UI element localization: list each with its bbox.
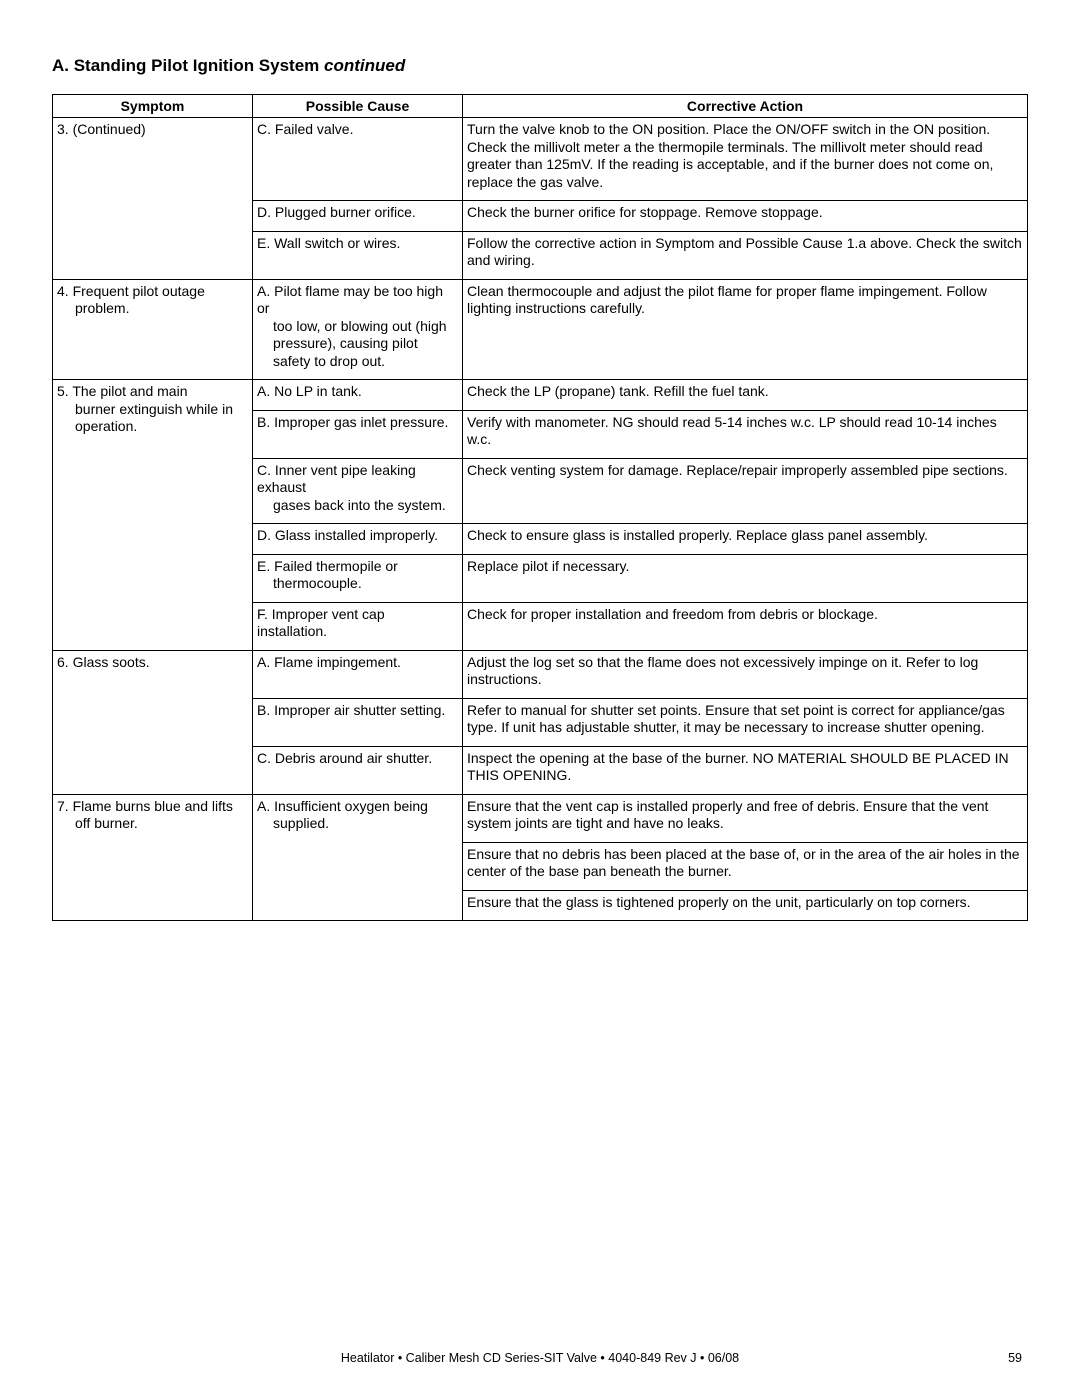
action-cell: Check venting system for damage. Replace…: [463, 458, 1028, 524]
page: A. Standing Pilot Ignition System contin…: [0, 0, 1080, 1397]
cause-cell: A. Pilot flame may be too high ortoo low…: [253, 279, 463, 380]
cause-line2: supplied.: [257, 815, 458, 833]
col-cause: Possible Cause: [253, 95, 463, 118]
symptom-line2: off burner.: [57, 815, 248, 833]
cause-line1: A. Pilot flame may be too high or: [257, 283, 458, 318]
symptom-cell: 7. Flame burns blue and liftsoff burner.: [53, 794, 253, 921]
action-cell: Ensure that no debris has been placed at…: [463, 842, 1028, 890]
action-cell: Clean thermocouple and adjust the pilot …: [463, 279, 1028, 380]
action-cell: Follow the corrective action in Symptom …: [463, 231, 1028, 279]
col-symptom: Symptom: [53, 95, 253, 118]
cause-cell: C. Inner vent pipe leaking exhaustgases …: [253, 458, 463, 524]
cause-line1: A. Flame impingement.: [257, 654, 458, 672]
col-action: Corrective Action: [463, 95, 1028, 118]
action-cell: Check the LP (propane) tank. Refill the …: [463, 380, 1028, 411]
cause-line1: E. Wall switch or wires.: [257, 235, 458, 253]
cause-cell: E. Failed thermopile orthermocouple.: [253, 554, 463, 602]
action-cell: Check to ensure glass is installed prope…: [463, 524, 1028, 555]
cause-line1: C. Failed valve.: [257, 121, 458, 139]
heading-continued: continued: [324, 56, 405, 75]
symptom-cell: 5. The pilot and mainburner extinguish w…: [53, 380, 253, 651]
cause-cell: A. Insufficient oxygen beingsupplied.: [253, 794, 463, 921]
symptom-cell: 3. (Continued): [53, 118, 253, 280]
symptom-cell: 6. Glass soots.: [53, 650, 253, 794]
cause-line1: A. Insufficient oxygen being: [257, 798, 458, 816]
action-cell: Verify with manometer. NG should read 5-…: [463, 410, 1028, 458]
table-row: 6. Glass soots. A. Flame impingement. Adju…: [53, 650, 1028, 698]
cause-line1: A. No LP in tank.: [257, 383, 458, 401]
cause-cell: B. Improper air shutter setting.: [253, 698, 463, 746]
action-cell: Turn the valve knob to the ON position. …: [463, 118, 1028, 201]
symptom-line2: burner extinguish while in operation.: [57, 401, 248, 436]
cause-line2: thermocouple.: [257, 575, 458, 593]
troubleshooting-table: Symptom Possible Cause Corrective Action…: [52, 94, 1028, 921]
symptom-line1: 7. Flame burns blue and lifts: [57, 798, 248, 816]
cause-cell: F. Improper vent cap installation.: [253, 602, 463, 650]
action-cell: Ensure that the vent cap is installed pr…: [463, 794, 1028, 842]
symptom-line1: 3. (Continued): [57, 121, 248, 139]
cause-line1: D. Plugged burner orifice.: [257, 204, 458, 222]
action-cell: Refer to manual for shutter set points. …: [463, 698, 1028, 746]
cause-cell: C. Failed valve.: [253, 118, 463, 201]
cause-line1: B. Improper air shutter setting.: [257, 702, 458, 720]
action-cell: Replace pilot if necessary.: [463, 554, 1028, 602]
action-cell: Inspect the opening at the base of the b…: [463, 746, 1028, 794]
cause-cell: D. Plugged burner orifice.: [253, 201, 463, 232]
table-row: 4. Frequent pilot outageproblem.A. Pilot…: [53, 279, 1028, 380]
table-row: 7. Flame burns blue and liftsoff burner.…: [53, 794, 1028, 842]
cause-cell: D. Glass installed improperly.: [253, 524, 463, 555]
action-cell: Check the burner orifice for stoppage. R…: [463, 201, 1028, 232]
action-cell: Adjust the log set so that the flame doe…: [463, 650, 1028, 698]
cause-line1: E. Failed thermopile or: [257, 558, 458, 576]
table-body: 3. (Continued) C. Failed valve. Turn the v…: [53, 118, 1028, 921]
action-cell: Ensure that the glass is tightened prope…: [463, 890, 1028, 921]
cause-cell: E. Wall switch or wires.: [253, 231, 463, 279]
page-footer: Heatilator • Caliber Mesh CD Series-SIT …: [0, 1351, 1080, 1365]
cause-line2: too low, or blowing out (high pressure),…: [257, 318, 458, 371]
cause-cell: C. Debris around air shutter.: [253, 746, 463, 794]
cause-cell: A. Flame impingement.: [253, 650, 463, 698]
symptom-line1: 4. Frequent pilot outage: [57, 283, 248, 301]
cause-line1: D. Glass installed improperly.: [257, 527, 458, 545]
symptom-line1: 5. The pilot and main: [57, 383, 248, 401]
page-number: 59: [1008, 1351, 1022, 1365]
symptom-cell: 4. Frequent pilot outageproblem.: [53, 279, 253, 380]
symptom-line1: 6. Glass soots.: [57, 654, 248, 672]
section-heading: A. Standing Pilot Ignition System contin…: [52, 56, 1028, 76]
cause-line1: C. Inner vent pipe leaking exhaust: [257, 462, 458, 497]
cause-line1: B. Improper gas inlet pressure.: [257, 414, 458, 432]
table-row: 3. (Continued) C. Failed valve. Turn the v…: [53, 118, 1028, 201]
cause-line1: F. Improper vent cap installation.: [257, 606, 458, 641]
table-header-row: Symptom Possible Cause Corrective Action: [53, 95, 1028, 118]
heading-text: A. Standing Pilot Ignition System: [52, 56, 319, 75]
cause-cell: A. No LP in tank.: [253, 380, 463, 411]
action-cell: Check for proper installation and freedo…: [463, 602, 1028, 650]
cause-line1: C. Debris around air shutter.: [257, 750, 458, 768]
table-row: 5. The pilot and mainburner extinguish w…: [53, 380, 1028, 411]
cause-line2: gases back into the system.: [257, 497, 458, 515]
symptom-line2: problem.: [57, 300, 248, 318]
footer-text: Heatilator • Caliber Mesh CD Series-SIT …: [341, 1351, 739, 1365]
cause-cell: B. Improper gas inlet pressure.: [253, 410, 463, 458]
